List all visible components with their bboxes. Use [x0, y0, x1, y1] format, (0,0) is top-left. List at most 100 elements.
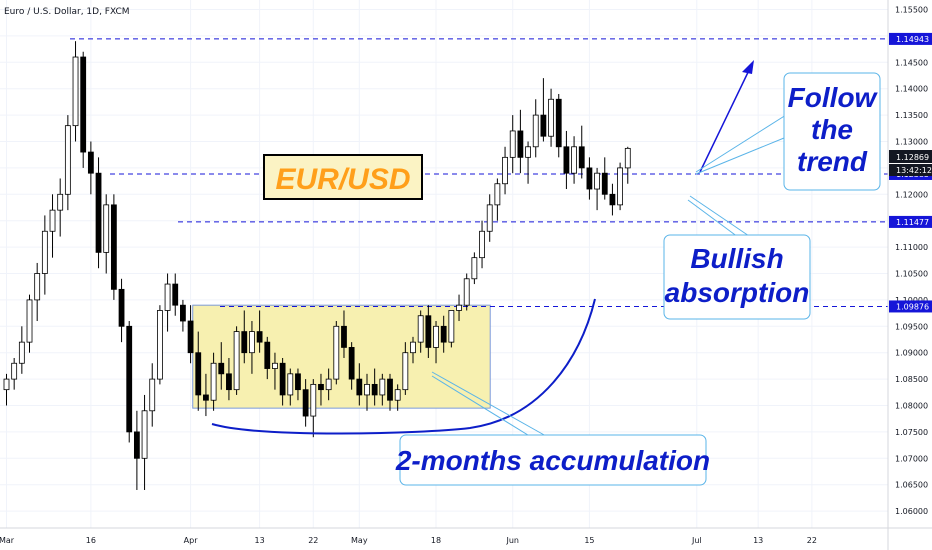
candle-body: [195, 352, 202, 396]
candle-body: [448, 310, 455, 343]
time-axis: Mar 16 Apr 13 22 May 18 Jun 15 Jul 13 22: [0, 536, 817, 545]
candle-body: [233, 331, 240, 391]
candle-body: [532, 114, 539, 148]
y-tick-label: 1.14500: [895, 58, 928, 67]
accumulation-box: [192, 304, 491, 409]
candle-body: [218, 362, 225, 375]
candle-body: [387, 378, 393, 401]
candle-body: [494, 183, 501, 206]
candle-body: [348, 347, 355, 380]
price-axis: 1.155001.150001.145001.140001.135001.130…: [895, 6, 928, 517]
accumulation-callout: 2-months accumulation: [395, 434, 710, 486]
candle-body: [18, 341, 25, 364]
candle-body: [302, 389, 309, 417]
candle-body: [203, 394, 209, 401]
candle-body: [287, 373, 294, 396]
bullish-absorption-line1: Bullish: [690, 243, 783, 274]
candle-body: [156, 310, 163, 380]
candle-body: [417, 315, 424, 343]
x-tick-label: Mar: [0, 536, 15, 545]
candle-body: [333, 325, 340, 380]
callout-pointers: [431, 114, 787, 441]
candle-body: [586, 167, 593, 190]
candle-body: [425, 315, 432, 348]
y-tick-label: 1.14000: [895, 85, 928, 94]
x-tick-label: 13: [753, 536, 763, 545]
level-label-bg: [889, 32, 932, 45]
candle-body: [149, 378, 156, 412]
candle-body: [517, 130, 524, 158]
candle-body: [325, 378, 332, 391]
candle-body: [502, 156, 508, 185]
y-tick-label: 1.13000: [895, 138, 928, 147]
candle-body: [617, 167, 623, 206]
trend-arrow: [699, 60, 754, 173]
candle-body: [525, 146, 531, 158]
candle-body: [463, 278, 470, 306]
candle-body: [264, 341, 271, 369]
x-tick-label: 18: [431, 536, 441, 545]
y-tick-label: 1.12000: [895, 190, 928, 199]
candle-body: [295, 373, 301, 391]
y-tick-label: 1.07000: [895, 454, 928, 463]
follow-trend-callout: Follow the trend: [783, 72, 881, 191]
follow-trend-line1: Follow: [788, 82, 879, 113]
candle-body: [3, 378, 10, 391]
y-tick-label: 1.08000: [895, 402, 928, 411]
candle-body: [80, 56, 87, 153]
level-label-bg: [889, 215, 932, 228]
symbol-text: EUR/USD: [275, 163, 410, 196]
y-tick-label: 1.09000: [895, 349, 928, 358]
current-price-value: 1.12869: [896, 153, 929, 162]
candle-body: [410, 341, 416, 354]
candle-body: [95, 172, 102, 253]
candle-body: [11, 362, 18, 380]
level-label-bg: [889, 300, 932, 313]
candle-body: [402, 352, 409, 391]
accumulation-curve: [211, 298, 596, 435]
candle-body: [210, 362, 217, 401]
x-tick-label: May: [351, 536, 368, 545]
candle-body: [133, 431, 140, 459]
y-tick-label: 1.07500: [895, 428, 928, 437]
candle-body: [540, 114, 547, 137]
candles: [3, 41, 631, 490]
follow-trend-line2: the: [811, 114, 853, 145]
candle-body: [440, 325, 447, 343]
candle-body: [394, 389, 401, 401]
candle-body: [26, 299, 33, 343]
candle-body: [471, 257, 478, 280]
x-tick-label: Jun: [505, 536, 519, 545]
candle-body: [272, 362, 278, 369]
candle-body: [57, 193, 64, 211]
y-tick-label: 1.06000: [895, 507, 928, 516]
y-tick-label: 1.10000: [895, 296, 928, 305]
candle-body: [226, 373, 232, 391]
x-tick-label: 16: [86, 536, 96, 545]
follow-trend-line3: trend: [797, 146, 868, 177]
y-tick-label: 1.09500: [895, 322, 928, 331]
y-tick-label: 1.06500: [895, 481, 928, 490]
x-tick-label: 13: [255, 536, 265, 545]
candle-body: [601, 172, 608, 195]
candle-body: [486, 204, 493, 232]
candle-body: [555, 98, 562, 148]
candle-body: [578, 146, 585, 169]
candle-body: [126, 325, 133, 433]
y-tick-label: 1.13500: [895, 111, 928, 120]
candle-body: [172, 283, 179, 306]
candle-body: [433, 325, 439, 348]
candle-body: [356, 378, 363, 396]
level-label: 1.14943: [896, 35, 929, 44]
current-price-badge: 1.12869 13:42:12: [889, 150, 932, 176]
candle-body: [164, 283, 171, 311]
candle-body: [341, 325, 347, 348]
candle-body: [256, 331, 263, 343]
y-tick-label: 1.08500: [895, 375, 928, 384]
candle-body: [187, 320, 194, 354]
bullish-absorption-callout: Bullish absorption: [663, 234, 811, 320]
symbol-label: EUR/USD: [263, 154, 423, 200]
candle-body: [548, 98, 554, 137]
candle-body: [34, 273, 41, 301]
